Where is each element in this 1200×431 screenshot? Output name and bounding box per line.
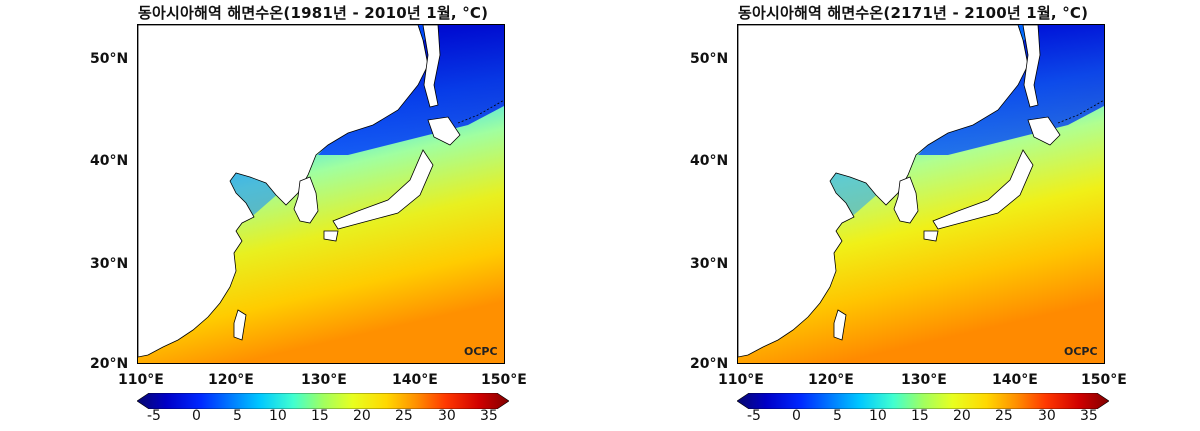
map-title: 동아시아해역 해면수온(1981년 - 2010년 1월, °C) — [138, 4, 489, 22]
lon-label-140e: 140°E — [992, 372, 1038, 388]
sakhalin-land — [1022, 25, 1041, 108]
colorbar-tick: 30 — [1038, 408, 1056, 424]
lon-label-130e: 130°E — [301, 372, 347, 388]
lat-label-50n: 50°N — [90, 51, 129, 67]
continent-land — [138, 25, 429, 358]
sst-map-svg — [738, 25, 1104, 363]
colorbar-tick: 35 — [1080, 408, 1098, 424]
ocpc-watermark: OCPC — [1064, 345, 1098, 358]
lat-label-40n: 40°N — [90, 153, 129, 169]
colorbar-tick: 20 — [353, 408, 371, 424]
colorbar-tick: 10 — [869, 408, 887, 424]
kyushu-land — [923, 230, 939, 242]
colorbar-tick: 35 — [480, 408, 498, 424]
hokkaido-land — [427, 116, 461, 146]
colorbar — [737, 393, 1109, 409]
continent-land — [738, 25, 1029, 358]
lat-label-30n: 30°N — [690, 256, 729, 272]
taiwan-land — [233, 309, 247, 341]
colorbar-tick: 15 — [911, 408, 929, 424]
colorbar-tick: 10 — [269, 408, 287, 424]
lat-label-50n: 50°N — [690, 51, 729, 67]
lon-label-120e: 120°E — [208, 372, 254, 388]
colorbar-tick: 15 — [311, 408, 329, 424]
lon-label-110e: 110°E — [118, 372, 164, 388]
colorbar-tick: 20 — [953, 408, 971, 424]
lon-label-150e: 150°E — [481, 372, 527, 388]
colorbar-tick: 0 — [192, 408, 201, 424]
colorbar — [137, 393, 509, 409]
map-panel-left: 동아시아해역 해면수온(1981년 - 2010년 1월, °C) 50°N 4… — [90, 4, 527, 424]
lon-label-140e: 140°E — [392, 372, 438, 388]
colorbar-tick: 25 — [995, 408, 1013, 424]
korea-land — [893, 176, 919, 224]
honshu-land — [332, 149, 434, 230]
map-panel-right: 동아시아해역 해면수온(2171년 - 2100년 1월, °C) 50°N 4… — [600, 0, 1200, 431]
lon-label-120e: 120°E — [808, 372, 854, 388]
colorbar-tick: -5 — [747, 408, 761, 424]
lat-label-20n: 20°N — [690, 356, 729, 372]
lat-label-40n: 40°N — [690, 153, 729, 169]
sst-map-svg — [138, 25, 504, 363]
sakhalin-land — [422, 25, 441, 108]
colorbar-tick: -5 — [147, 408, 161, 424]
ocpc-watermark: OCPC — [464, 345, 498, 358]
colorbar-tick: 25 — [395, 408, 413, 424]
lat-label-20n: 20°N — [90, 356, 129, 372]
sst-map-plot — [137, 24, 505, 364]
colorbar-tick: 0 — [792, 408, 801, 424]
lon-label-110e: 110°E — [718, 372, 764, 388]
taiwan-land — [833, 309, 847, 341]
colorbar-tick: 5 — [233, 408, 242, 424]
lon-label-150e: 150°E — [1081, 372, 1127, 388]
lon-label-130e: 130°E — [901, 372, 947, 388]
colorbar-tick: 30 — [438, 408, 456, 424]
lat-label-30n: 30°N — [90, 256, 129, 272]
hokkaido-land — [1027, 116, 1061, 146]
map-title: 동아시아해역 해면수온(2171년 - 2100년 1월, °C) — [738, 4, 1089, 22]
honshu-land — [932, 149, 1034, 230]
kyushu-land — [323, 230, 339, 242]
sst-map-plot — [737, 24, 1105, 364]
korea-land — [293, 176, 319, 224]
colorbar-tick: 5 — [833, 408, 842, 424]
